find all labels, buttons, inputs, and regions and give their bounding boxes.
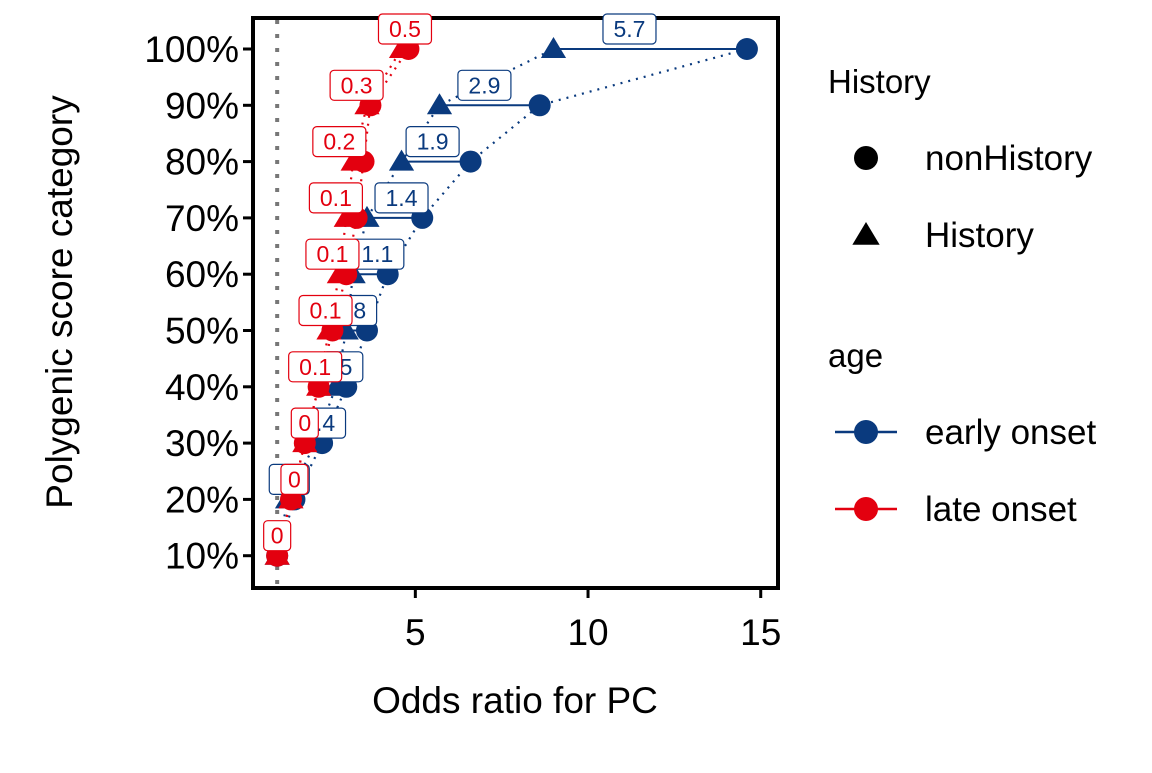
x-tick-label: 5 bbox=[405, 612, 426, 653]
nonHistory-line bbox=[276, 47, 748, 557]
History-point bbox=[264, 543, 290, 565]
legend-shape-label: History bbox=[925, 216, 1034, 255]
y-tick-label: 10% bbox=[165, 536, 239, 577]
data-label-box bbox=[263, 520, 292, 552]
legend-shape-label: nonHistory bbox=[925, 139, 1093, 178]
data-label-box bbox=[405, 125, 460, 158]
data-label-group: 0.1 bbox=[308, 182, 363, 214]
History-point bbox=[388, 149, 415, 171]
data-label-group: 0.1 bbox=[298, 294, 353, 327]
data-label: 5.7 bbox=[613, 16, 645, 42]
legend-point-icon bbox=[854, 420, 878, 444]
y-tick-label: 50% bbox=[165, 311, 239, 352]
data-label-box bbox=[298, 294, 353, 327]
nonHistory-point bbox=[459, 150, 482, 173]
data-label-group: 1.4 bbox=[374, 182, 429, 214]
legend-circle-icon bbox=[854, 146, 878, 170]
data-label-box bbox=[602, 13, 657, 45]
data-label-box bbox=[305, 238, 360, 270]
data-label-group: 0.3 bbox=[329, 69, 384, 101]
nonHistory-point bbox=[528, 94, 551, 117]
History-point bbox=[540, 37, 567, 58]
y-tick-label: 90% bbox=[165, 85, 239, 126]
y-axis: 10% 20% 30% 40% 50% 60% 70% 80% 90% 100% bbox=[144, 29, 253, 577]
x-tick-label: 10 bbox=[567, 612, 608, 653]
History-point bbox=[278, 487, 304, 509]
data-label: 0.3 bbox=[341, 72, 373, 98]
series-1: 0 0 0 0.1 0.1 0.1 0.1 0.2 0.3 0.5 bbox=[263, 13, 433, 567]
legend-point-icon bbox=[854, 497, 878, 521]
x-axis: 5 10 15 bbox=[405, 588, 781, 653]
History-point bbox=[333, 205, 359, 227]
data-label-box bbox=[457, 69, 512, 101]
y-tick-label: 40% bbox=[165, 367, 239, 408]
data-label: 0.1 bbox=[316, 241, 348, 267]
data-label: 1.4 bbox=[386, 185, 418, 211]
chart-marks: .2.4.5.81.11.41.92.95.70000.10.10.10.10.… bbox=[263, 13, 758, 567]
y-axis-title: Polygenic score category bbox=[39, 95, 80, 509]
data-label-group: 1.1 bbox=[350, 238, 405, 270]
data-label-box bbox=[377, 13, 433, 45]
data-label: 0 bbox=[271, 523, 284, 549]
data-label: 0 bbox=[298, 410, 311, 436]
data-label: 0.1 bbox=[299, 354, 331, 380]
data-label-box bbox=[374, 182, 429, 214]
x-axis-title: Odds ratio for PC bbox=[372, 680, 658, 721]
plot-area bbox=[251, 16, 780, 590]
data-label-group: 0.1 bbox=[305, 238, 360, 270]
History-point bbox=[326, 262, 352, 284]
y-tick-label: 70% bbox=[165, 198, 239, 239]
data-label-group: 0 bbox=[263, 520, 292, 552]
data-label-group: 5.7 bbox=[602, 13, 657, 45]
data-label: 0.2 bbox=[323, 129, 355, 155]
legend-triangle-icon bbox=[852, 222, 880, 245]
data-label: .4 bbox=[316, 410, 335, 436]
History-point bbox=[426, 93, 453, 115]
data-label-group: 2.9 bbox=[457, 69, 512, 101]
data-label-group: 1.9 bbox=[405, 125, 460, 158]
data-label-box bbox=[290, 407, 319, 439]
History-point bbox=[316, 318, 342, 340]
nonHistory-line bbox=[276, 48, 410, 556]
plot-frame bbox=[251, 16, 780, 590]
y-tick-label: 80% bbox=[165, 142, 239, 183]
data-label: 0 bbox=[288, 466, 301, 492]
data-label: 1.9 bbox=[417, 129, 449, 155]
data-label-group: 0.2 bbox=[312, 125, 367, 158]
y-tick-label: 60% bbox=[165, 254, 239, 295]
data-label-group: 0 bbox=[290, 407, 319, 439]
y-tick-label: 100% bbox=[144, 29, 239, 70]
data-label: 0.1 bbox=[310, 298, 342, 324]
data-label-group: 0.5 bbox=[377, 13, 433, 45]
History-point bbox=[340, 149, 366, 171]
x-tick-label: 15 bbox=[740, 612, 781, 653]
data-label-group: 0 bbox=[280, 463, 309, 495]
data-label-box bbox=[329, 69, 384, 101]
data-label: 0.5 bbox=[389, 16, 421, 42]
History-point bbox=[354, 93, 380, 115]
data-label-box bbox=[308, 182, 363, 214]
data-label-box bbox=[288, 351, 343, 383]
data-label: 1.1 bbox=[361, 241, 393, 267]
data-label-box bbox=[312, 125, 367, 158]
data-label-box bbox=[280, 463, 309, 495]
legend-color-title: age bbox=[828, 337, 883, 374]
legend-color-label: early onset bbox=[925, 413, 1096, 452]
History-point bbox=[292, 431, 318, 453]
legend-color-label: late onset bbox=[925, 490, 1077, 529]
nonHistory-point bbox=[735, 38, 758, 60]
data-label-group: 0.1 bbox=[288, 351, 343, 383]
legend-shape-title: History bbox=[828, 63, 931, 100]
data-label: 0.1 bbox=[320, 185, 352, 211]
History-point bbox=[323, 374, 349, 396]
legend: History age nonHistory History early onset… bbox=[828, 63, 1096, 529]
y-tick-label: 30% bbox=[165, 423, 239, 464]
y-tick-label: 20% bbox=[165, 479, 239, 520]
History-point bbox=[388, 37, 415, 58]
data-label: 2.9 bbox=[468, 72, 500, 98]
History-point bbox=[306, 374, 332, 396]
